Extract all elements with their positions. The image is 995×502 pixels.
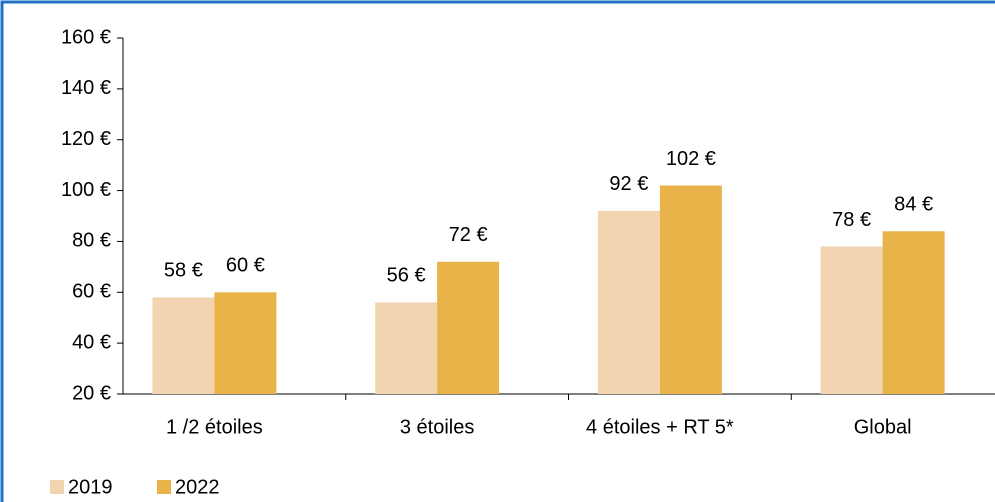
y-tick-label: 80 € <box>72 230 111 252</box>
legend-label: 2022 <box>175 476 220 498</box>
x-tick-label: 1 /2 étoiles <box>166 416 263 438</box>
x-tick-label: Global <box>854 416 912 438</box>
y-tick-label: 40 € <box>72 331 111 353</box>
legend-swatch <box>50 480 64 494</box>
bar <box>375 302 438 394</box>
bar <box>659 185 722 394</box>
value-label: 78 € <box>832 209 871 231</box>
y-tick-label: 100 € <box>61 179 111 201</box>
y-tick-label: 160 € <box>61 26 111 48</box>
bar <box>152 297 215 394</box>
y-tick-label: 120 € <box>61 128 111 150</box>
value-label: 58 € <box>164 260 203 282</box>
bar <box>882 231 945 394</box>
legend-label: 2019 <box>68 476 113 498</box>
y-tick-label: 60 € <box>72 281 111 303</box>
x-tick-label: 3 étoiles <box>400 416 475 438</box>
bar <box>820 246 883 394</box>
legend-swatch <box>157 480 171 494</box>
value-label: 60 € <box>226 255 265 277</box>
value-label: 92 € <box>609 173 648 195</box>
x-tick-label: 4 étoiles + RT 5* <box>586 416 734 438</box>
y-tick-label: 20 € <box>72 382 111 404</box>
bar <box>437 261 500 394</box>
value-label: 72 € <box>449 224 488 246</box>
value-label: 56 € <box>387 265 426 287</box>
y-tick-label: 140 € <box>61 77 111 99</box>
value-label: 84 € <box>894 194 933 216</box>
bar <box>597 210 660 394</box>
value-label: 102 € <box>666 148 716 170</box>
bar <box>214 292 277 394</box>
